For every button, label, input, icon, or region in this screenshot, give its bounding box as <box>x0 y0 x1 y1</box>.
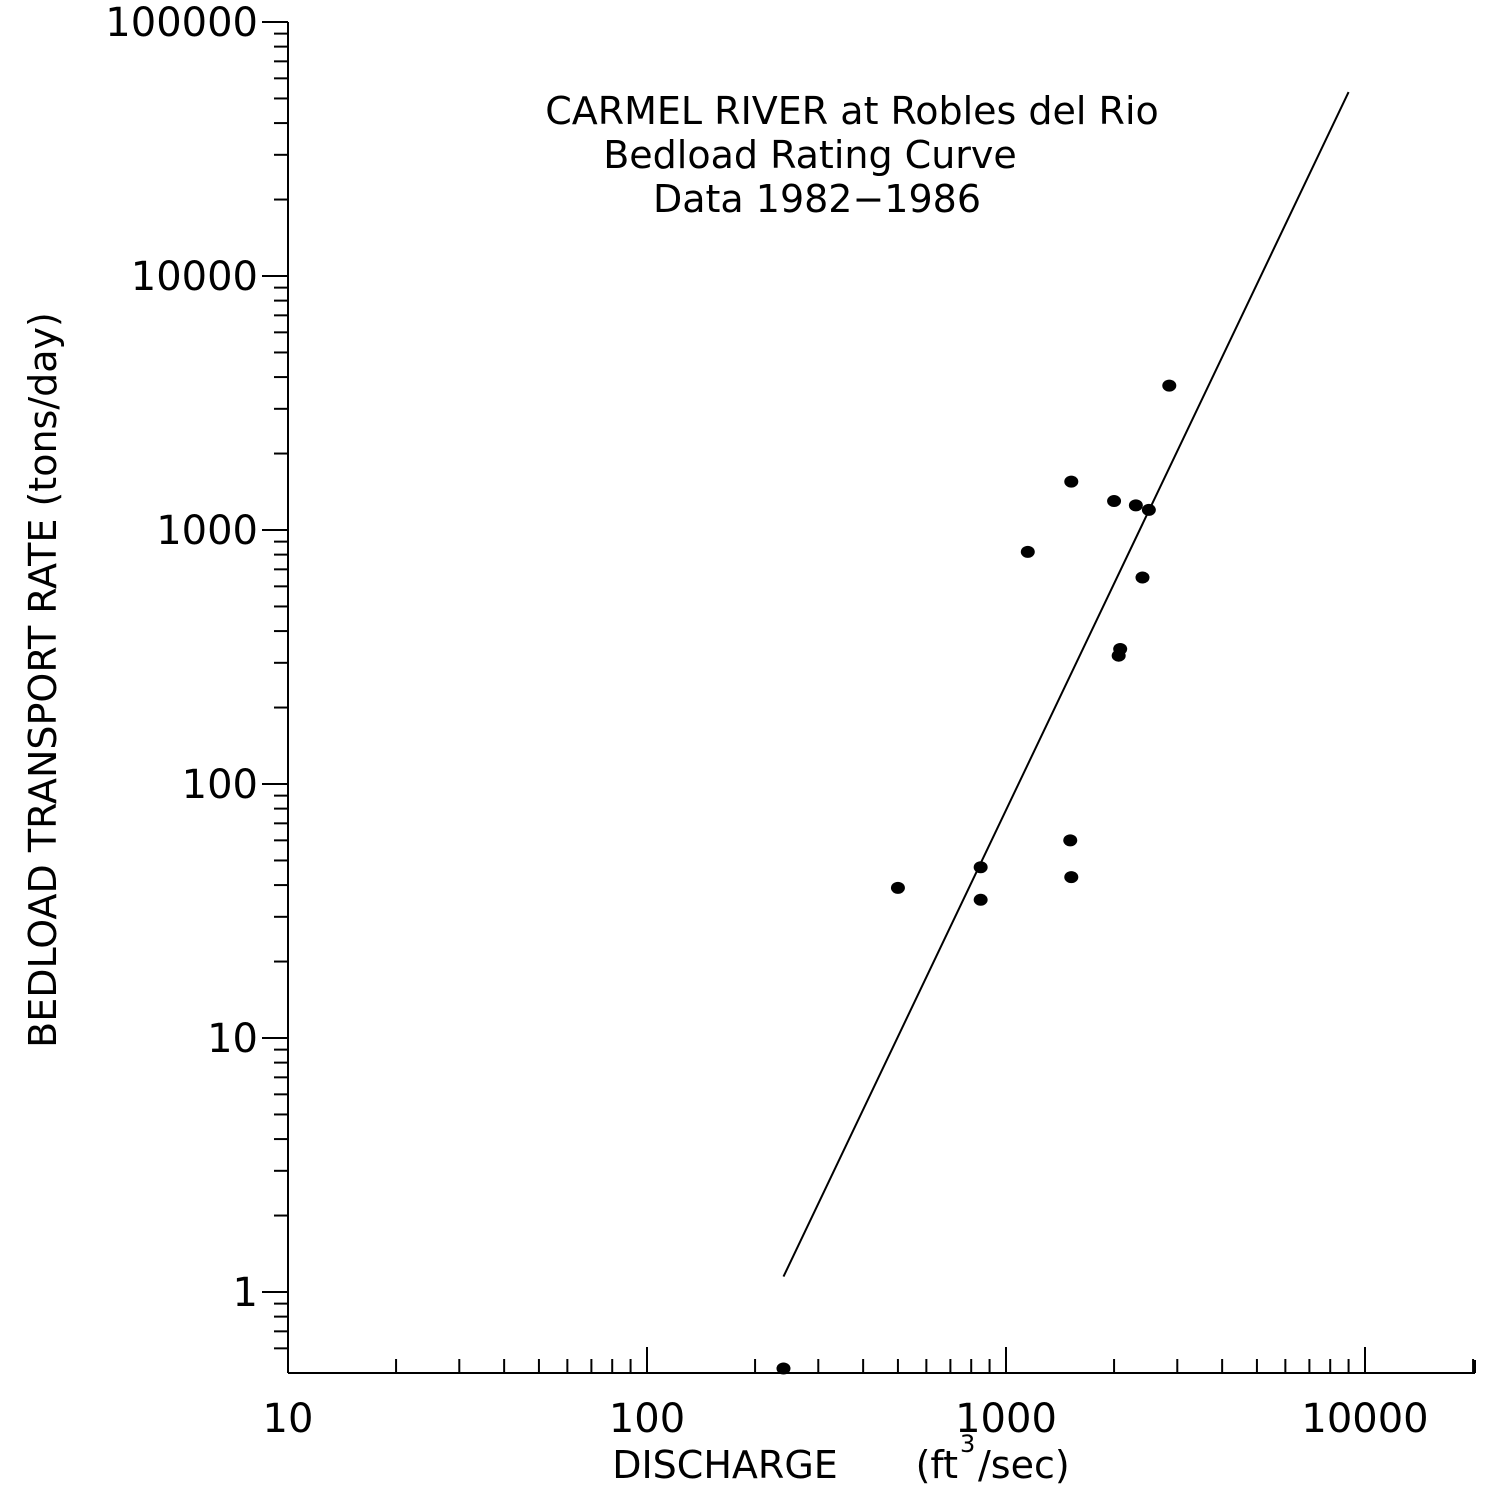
x-tick-label: 10 <box>263 1396 314 1442</box>
data-point <box>973 893 988 906</box>
y-tick-labels: 1 10 100 1000 10000 100000 <box>105 0 258 1316</box>
data-point <box>1063 834 1078 847</box>
x-tick-label: 100 <box>609 1396 685 1442</box>
data-point <box>1064 871 1079 884</box>
y-tick-label: 10000 <box>131 254 258 300</box>
data-point <box>776 1362 791 1375</box>
title-line-3: Data 1982−1986 <box>653 177 981 221</box>
y-tick-label: 1 <box>233 1270 258 1316</box>
x-tick-label: 1000 <box>955 1396 1057 1442</box>
fit-line-group <box>782 91 1350 1278</box>
data-point <box>1107 495 1122 508</box>
title-line-2: Bedload Rating Curve <box>603 133 1017 177</box>
x-axis-label-name: DISCHARGE <box>612 1443 838 1487</box>
y-ticks <box>262 21 288 1350</box>
y-tick-label: 10 <box>207 1016 258 1062</box>
chart-title: CARMEL RIVER at Robles del Rio Bedload R… <box>545 89 1159 221</box>
x-tick-labels: 10 100 1000 10000 <box>263 1396 1429 1442</box>
data-point <box>1128 499 1143 512</box>
data-point <box>1141 503 1156 516</box>
data-point <box>1135 571 1150 584</box>
y-tick-label: 1000 <box>156 508 258 554</box>
y-axis-label: BEDLOAD TRANSPORT RATE (tons/day) <box>21 312 65 1048</box>
data-point <box>973 861 988 874</box>
rating-curve-line <box>782 91 1350 1278</box>
axes <box>287 22 1476 1374</box>
x-axis-label-unit-superscript: 3 <box>960 1430 975 1458</box>
x-ticks <box>287 1347 1475 1373</box>
data-point <box>1111 649 1126 662</box>
x-axis-label-unit-prefix: (ft <box>916 1443 958 1487</box>
x-axis-label-unit-suffix: /sec) <box>978 1443 1070 1487</box>
y-tick-label: 100000 <box>105 0 258 46</box>
y-tick-label: 100 <box>182 762 258 808</box>
data-points <box>776 379 1177 1375</box>
data-point <box>1064 475 1079 488</box>
title-line-1: CARMEL RIVER at Robles del Rio <box>545 89 1159 133</box>
x-tick-label: 10000 <box>1301 1396 1428 1442</box>
x-axis-label: DISCHARGE (ft 3 /sec) <box>612 1430 1069 1487</box>
data-point <box>1162 379 1177 392</box>
data-point <box>890 881 905 894</box>
data-point <box>1020 545 1035 558</box>
